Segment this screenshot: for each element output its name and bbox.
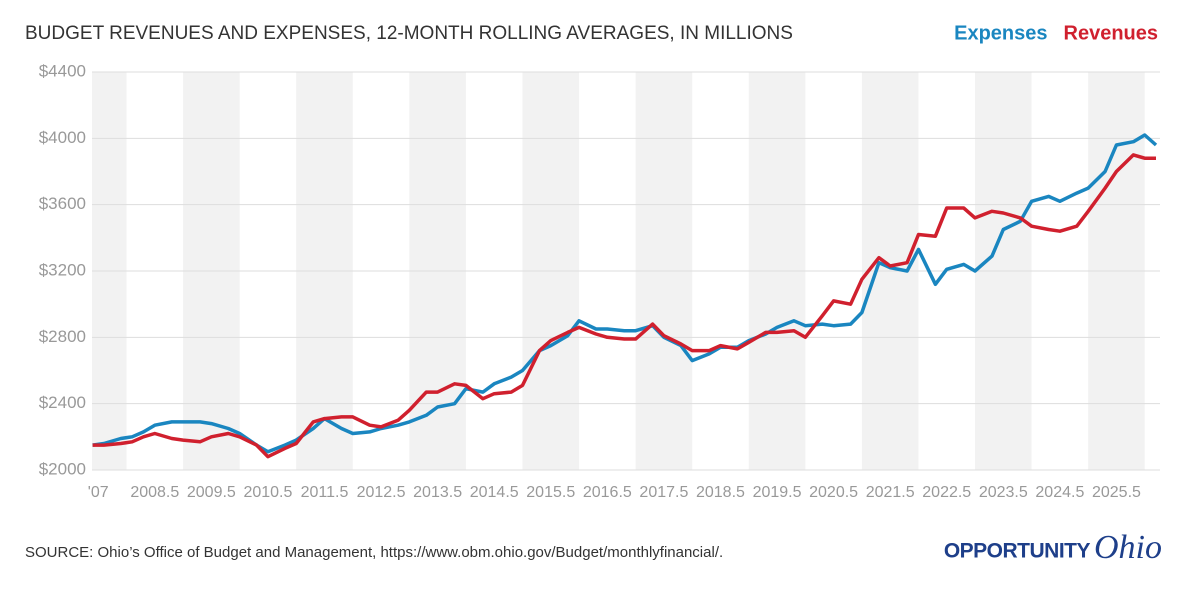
x-tick-label: 2019.5	[753, 484, 802, 501]
x-tick-label: 2022.5	[922, 484, 971, 501]
series-line	[92, 153, 1156, 459]
x-tick-label: 2009.5	[187, 484, 236, 501]
x-tick-label: '07	[88, 484, 109, 501]
x-tick-label: 2011.5	[301, 484, 349, 501]
source-note: SOURCE: Ohio’s Office of Budget and Mana…	[25, 544, 723, 561]
y-tick-label: $4400	[39, 61, 86, 80]
legend-entry: Revenues	[1064, 22, 1159, 44]
y-tick-label: $2800	[39, 327, 86, 346]
y-tick-label: $2400	[39, 393, 86, 412]
x-tick-label: 2008.5	[130, 484, 179, 501]
x-tick-label: 2021.5	[866, 484, 915, 501]
brand-script: Ohio	[1094, 529, 1162, 566]
brand-text: OPPORTUNITY	[944, 540, 1091, 563]
y-tick-label: $3200	[39, 260, 86, 279]
x-tick-label: 2023.5	[979, 484, 1028, 501]
x-tick-label: 2020.5	[809, 484, 858, 501]
x-tick-label: 2018.5	[696, 484, 745, 501]
x-tick-label: 2010.5	[243, 484, 292, 501]
y-tick-label: $4000	[39, 128, 86, 147]
series-line	[92, 133, 1158, 454]
x-tick-label: 2014.5	[470, 484, 519, 501]
x-tick-label: 2015.5	[526, 484, 575, 501]
x-tick-label: 2025.5	[1092, 484, 1141, 501]
x-tick-label: 2012.5	[357, 484, 406, 501]
legend-entry: Expenses	[954, 22, 1047, 44]
x-tick-label: 2017.5	[639, 484, 688, 501]
x-tick-label: 2016.5	[583, 484, 632, 501]
x-tick-label: 2024.5	[1035, 484, 1084, 501]
y-tick-label: $3600	[39, 194, 86, 213]
y-tick-label: $2000	[39, 459, 86, 478]
x-tick-label: 2013.5	[413, 484, 462, 501]
chart-title: BUDGET REVENUES AND EXPENSES, 12-MONTH R…	[25, 23, 793, 44]
